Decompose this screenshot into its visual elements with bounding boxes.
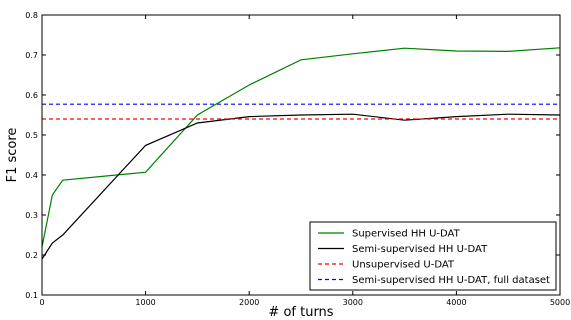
y-tick-label: 0.4 — [25, 171, 38, 180]
series-lines — [41, 47, 561, 260]
x-tick-label: 3000 — [343, 298, 363, 307]
axis-ticks: 0 1000 2000 3000 4000 5000 0.1 0.2 0.3 0.4 0.5 0.6 0… — [25, 11, 570, 307]
y-tick-label: 0.7 — [25, 51, 38, 60]
y-tick-label: 0.8 — [25, 11, 38, 20]
legend-box — [309, 221, 557, 291]
y-axis-label: F1 score — [5, 128, 20, 183]
y-tick-label: 0.3 — [25, 211, 38, 220]
y-tick-label: 0.2 — [25, 251, 38, 260]
legend: Supervised HH U-DAT Semi-supervised HH U-… — [309, 221, 557, 291]
y-tick-label: 0.6 — [25, 91, 38, 100]
series-line-2 — [41, 113, 561, 260]
legend-label-2: Semi-supervised HH U-DAT — [352, 244, 488, 255]
plot-frame — [41, 14, 561, 296]
series-line-1 — [41, 47, 561, 248]
legend-label-4: Semi-supervised HH U-DAT, full dataset — [352, 275, 550, 286]
x-tick-label: 2000 — [239, 298, 259, 307]
x-tick-label: 4000 — [446, 298, 466, 307]
legend-label-3: Unsupervised U-DAT — [352, 260, 455, 271]
y-tick-label: 0.5 — [25, 131, 38, 140]
x-axis-label: # of turns — [268, 305, 333, 320]
x-tick-label: 5000 — [550, 298, 570, 307]
legend-label-1: Supervised HH U-DAT — [352, 229, 461, 240]
x-tick-label: 0 — [39, 298, 44, 307]
x-tick-label: 1000 — [135, 298, 155, 307]
y-tick-label: 0.1 — [25, 291, 38, 300]
